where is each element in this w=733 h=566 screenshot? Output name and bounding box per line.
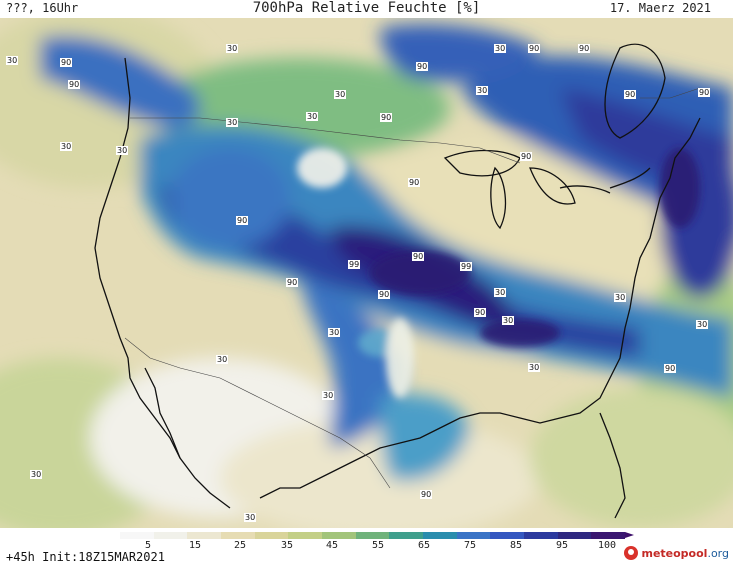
contour-value-label: 90 [416,62,429,71]
colorbar-ticks: 5 15 25 35 45 55 65 75 85 95 100 [0,540,733,554]
contour-value-label: 90 [520,152,533,161]
contour-value-label: 90 [624,90,637,99]
contour-value-label: 30 [306,112,319,121]
contour-value-label: 90 [286,278,299,287]
colorbar-tick-label: 85 [509,540,523,551]
contour-value-label: 30 [226,118,239,127]
colorbar-tick-label: 75 [463,540,477,551]
colorbar-swatch [591,532,626,539]
contour-value-label: 30 [476,86,489,95]
contour-value-label: 30 [528,363,541,372]
meteopool-brand[interactable]: meteopool .org [624,546,729,560]
humidity-map: 30 90 90 30 30 30 30 90 90 30 90 90 30 90 90 30 30 90 90 90… [0,18,733,528]
colorbar-swatch [389,532,424,539]
colorbar-max-arrow [625,532,634,538]
contour-value-label: 30 [30,470,43,479]
contour-value-label: 90 [528,44,541,53]
contour-value-label: 30 [494,44,507,53]
contour-value-label: 90 [412,252,425,261]
contour-value-label: 30 [494,288,507,297]
colorbar-tick-label: 95 [555,540,569,551]
colorbar-swatch [120,532,154,539]
contour-value-label: 90 [408,178,421,187]
header-bar: ???, 16Uhr 700hPa Relative Feuchte [%] 1… [0,0,733,18]
contour-value-label: 30 [502,316,515,325]
valid-date-label: 17. Maerz 2021 [609,1,711,15]
colorbar-swatch [153,532,188,539]
map-title: 700hPa Relative Feuchte [%] [252,0,481,16]
colorbar-tick-label: 15 [188,540,202,551]
legend-area: 5 15 25 35 45 55 65 75 85 95 100 +45h Init:18Z15MA… [0,528,733,566]
colorbar-tick-label: 45 [325,540,339,551]
colorbar-swatch [557,532,592,539]
contour-value-label: 30 [696,320,709,329]
contour-value-label: 30 [226,44,239,53]
contour-value-label: 90 [420,490,433,499]
contour-value-label: 90 [380,113,393,122]
colorbar-swatch [322,532,356,539]
contour-value-label: 90 [236,216,249,225]
contour-value-label: 30 [334,90,347,99]
model-init-label: +45h Init:18Z15MAR2021 [6,550,165,564]
colorbar-tick-label: 25 [233,540,247,551]
colorbar-tick-label: 55 [371,540,385,551]
contour-value-label: 99 [348,260,361,269]
colorbar-tick-label: 35 [280,540,294,551]
contour-value-label: 90 [60,58,73,67]
colorbar-swatch [456,532,491,539]
colorbar-swatch [254,532,289,539]
contour-value-label: 30 [6,56,19,65]
colorbar-swatch [187,532,222,539]
colorbar-swatch [355,532,390,539]
colorbar-swatch [490,532,525,539]
colorbar-swatch [524,532,558,539]
meteopool-logo-icon [624,546,639,560]
contour-value-label: 90 [664,364,677,373]
valid-time-label: ???, 16Uhr [6,1,79,15]
contour-value-label: 90 [474,308,487,317]
contour-value-label: 90 [578,44,591,53]
colorbar-swatch [221,532,255,539]
colorbar-swatch [423,532,457,539]
contour-value-label: 90 [68,80,81,89]
humidity-map-canvas [0,18,733,528]
colorbar-swatch [288,532,323,539]
contour-value-label: 30 [60,142,73,151]
contour-value-label: 30 [328,328,341,337]
contour-value-label: 30 [322,391,335,400]
contour-value-label: 30 [614,293,627,302]
contour-value-label: 90 [378,290,391,299]
contour-value-label: 90 [698,88,711,97]
colorbar-tick-label: 100 [597,540,617,551]
humidity-colorbar [120,532,626,539]
brand-tld: .org [707,546,729,560]
contour-value-label: 30 [116,146,129,155]
brand-name: meteopool [641,546,708,560]
colorbar-tick-label: 5 [144,540,152,551]
contour-value-label: 30 [216,355,229,364]
contour-value-label: 99 [460,262,473,271]
colorbar-tick-label: 65 [417,540,431,551]
contour-value-label: 30 [244,513,257,522]
